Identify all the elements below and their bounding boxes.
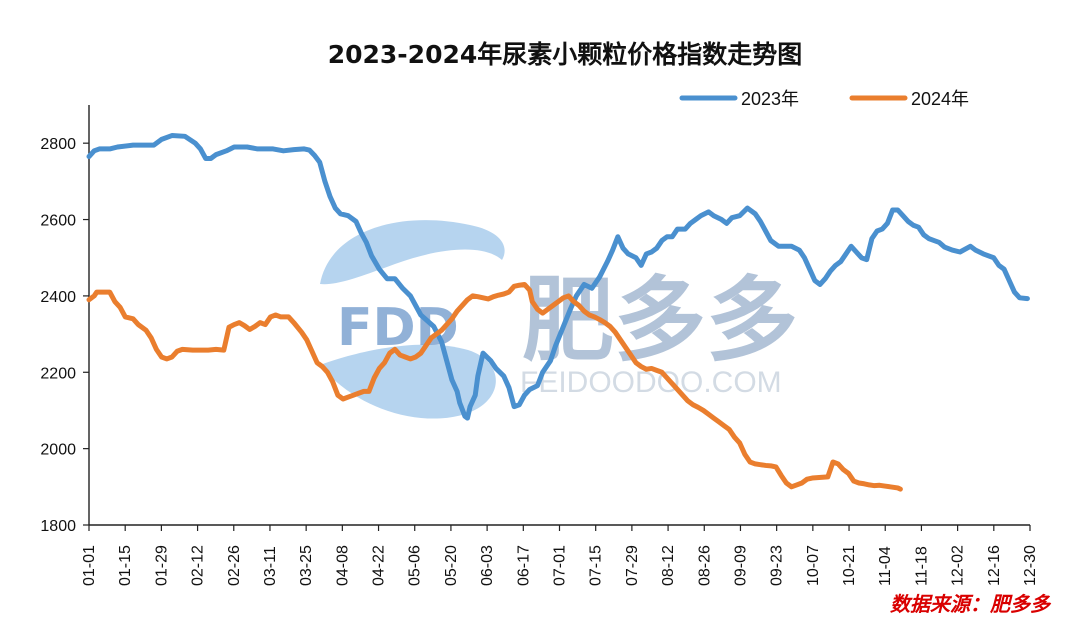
x-tick-label: 01-15 (117, 545, 134, 586)
x-tick-label: 07-15 (588, 545, 605, 586)
x-tick-label: 02-26 (226, 545, 243, 586)
x-tick-label: 07-01 (552, 545, 569, 586)
x-tick-label: 01-29 (153, 545, 170, 586)
x-tick-label: 05-06 (407, 545, 424, 586)
chart-legend: 2023年 2024年 (679, 89, 969, 109)
x-tick-label: 04-08 (334, 545, 351, 586)
x-tick-label: 08-26 (696, 545, 713, 586)
y-tick-label: 2400 (40, 289, 76, 306)
watermark-upper-swoosh (320, 220, 505, 285)
x-tick-label: 12-02 (950, 545, 967, 586)
x-tick-label: 03-11 (262, 546, 279, 586)
chart-series (86, 133, 1030, 492)
x-tick-label: 02-12 (190, 545, 207, 586)
x-tick-label: 09-23 (769, 545, 786, 586)
x-tick-label: 01-01 (81, 545, 98, 586)
x-tick-label: 05-20 (443, 545, 460, 586)
x-tick-label: 03-25 (298, 545, 315, 586)
x-tick-label: 07-29 (624, 545, 641, 586)
x-tick-label: 12-16 (986, 545, 1003, 586)
x-tick-label: 08-12 (660, 545, 677, 586)
fdd-watermark: FDD 肥多多 FEIDOODOO.COM (320, 220, 798, 419)
chart-ticks: 1800 2000 2200 2400 2600 2800 01-01 01-15 01-29 0… (40, 136, 1039, 586)
y-tick-label: 2800 (40, 136, 76, 153)
x-tick-label: 11-04 (877, 546, 894, 586)
x-tick-label: 06-03 (479, 545, 496, 586)
x-tick-label: 04-22 (371, 545, 388, 586)
x-tick-label: 12-30 (1022, 545, 1039, 586)
x-tick-label: 06-17 (515, 545, 532, 586)
legend-label-2024: 2024年 (911, 89, 969, 109)
x-tick-label: 11-18 (913, 546, 930, 586)
watermark-logo-text: FDD (337, 298, 459, 358)
x-tick-label: 09-09 (732, 545, 749, 586)
chart-title: 2023-2024年尿素小颗粒价格指数走势图 (328, 40, 803, 69)
watermark-lower-swoosh (320, 344, 496, 419)
watermark-site-text: FEIDOODOO.COM (520, 366, 782, 399)
y-tick-label: 2000 (40, 442, 76, 459)
source-note: 数据来源：肥多多 (890, 592, 1052, 616)
series-2023-line (86, 133, 1030, 421)
legend-label-2023: 2023年 (741, 89, 799, 109)
y-tick-label: 2600 (40, 213, 76, 230)
series-2024-line (86, 281, 903, 492)
y-tick-label: 2200 (40, 365, 76, 382)
x-tick-label: 10-21 (841, 545, 858, 586)
y-tick-label: 1800 (40, 518, 76, 535)
x-tick-label: 10-07 (805, 545, 822, 586)
